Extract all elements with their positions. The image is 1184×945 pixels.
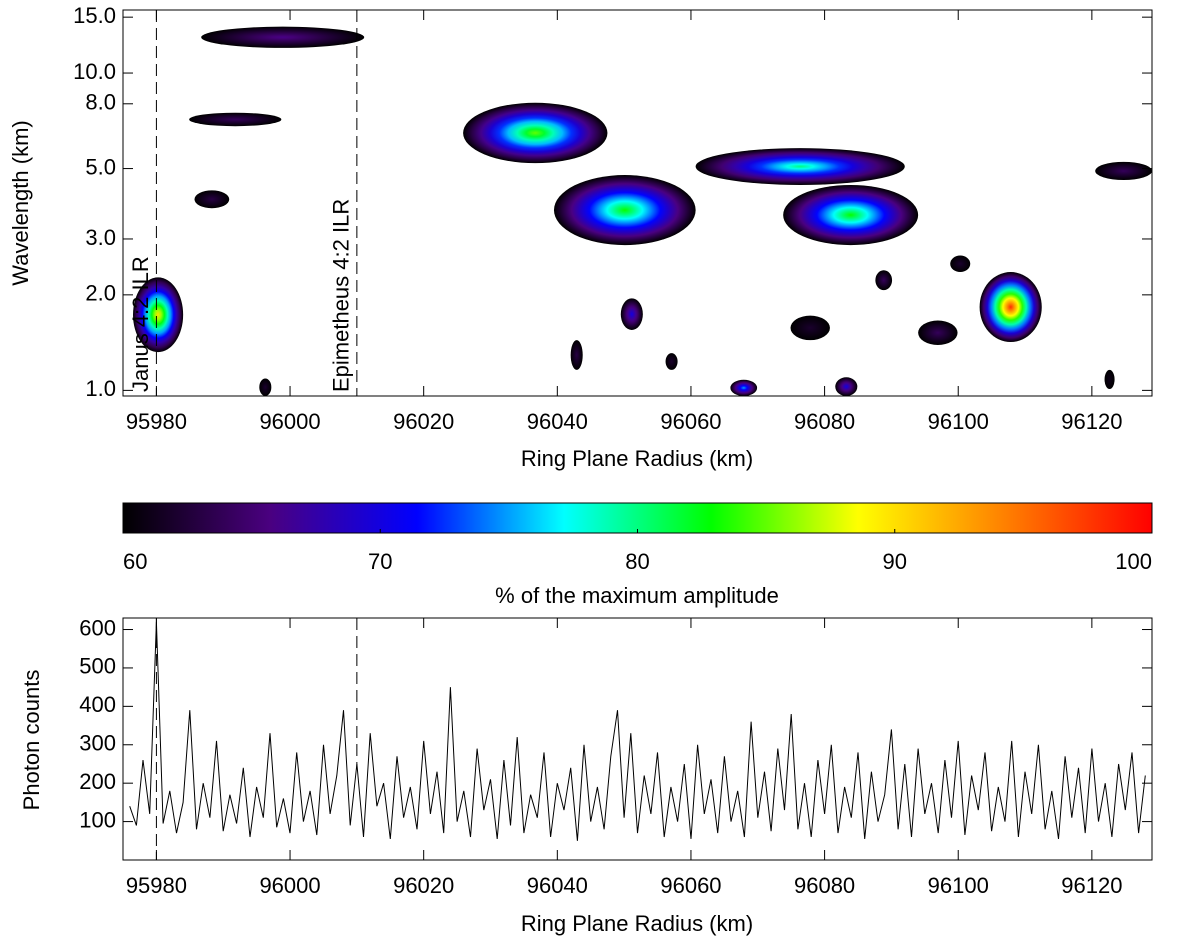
resonance-label: Epimetheus 4:2 ILR [329,199,354,392]
x-tick-label: 96080 [794,873,855,898]
amplitude-region [259,378,272,396]
y-tick-label: 2.0 [85,281,116,306]
y-tick-label: 100 [79,807,116,832]
amplitude-region [553,175,696,246]
amplitude-region [620,298,643,330]
colorbar-tick-label: 70 [368,549,392,574]
colorbar-tick-label: 60 [123,549,147,574]
colorbar [122,502,1153,534]
y-axis-title: Photon counts [19,670,44,811]
y-tick-label: 500 [79,654,116,679]
amplitude-region [950,255,971,273]
resonance-label: Janus 4:2 ILR [128,256,153,392]
amplitude-region [1104,369,1115,390]
colorbar-title: % of the maximum amplitude [495,583,779,608]
amplitude-region [194,190,230,209]
plot-frame [122,617,1153,861]
amplitude-region [695,148,905,185]
x-tick-label: 96040 [527,873,588,898]
x-tick-label: 96000 [259,873,320,898]
colorbar-tick-label: 90 [883,549,907,574]
x-tick-label: 96080 [794,409,855,434]
colorbar-tick-label: 100 [1115,549,1152,574]
y-tick-label: 3.0 [85,225,116,250]
colorbar-tick-label: 80 [625,549,649,574]
x-tick-label: 96100 [928,409,989,434]
amplitude-region [790,315,830,341]
x-tick-label: 96100 [928,873,989,898]
x-tick-label: 96020 [393,873,454,898]
x-tick-label: 96020 [393,409,454,434]
x-tick-label: 96040 [527,409,588,434]
y-tick-label: 1.0 [85,376,116,401]
x-tick-label: 95980 [126,409,187,434]
y-tick-label: 400 [79,692,116,717]
amplitude-region [875,270,893,291]
x-tick-label: 96060 [660,873,721,898]
plot-area [133,26,1152,396]
amplitude-region [665,353,678,370]
amplitude-region [201,26,365,48]
amplitude-region [189,112,282,127]
amplitude-region [133,277,184,353]
y-tick-label: 200 [79,769,116,794]
x-tick-label: 96120 [1061,409,1122,434]
y-tick-label: 10.0 [73,59,116,84]
y-tick-label: 600 [79,615,116,640]
y-tick-label: 8.0 [85,90,116,115]
x-axis-title: Ring Plane Radius (km) [521,911,753,936]
x-tick-label: 96060 [660,409,721,434]
amplitude-region [783,184,919,246]
amplitude-region [730,379,758,396]
y-tick-label: 15.0 [73,3,116,28]
count-line [129,621,1146,841]
amplitude-region [463,102,608,164]
y-tick-label: 300 [79,731,116,756]
amplitude-region [1095,161,1152,181]
y-tick-label: 5.0 [85,154,116,179]
amplitude-region [570,340,583,370]
x-tick-label: 96000 [259,409,320,434]
x-axis-title: Ring Plane Radius (km) [521,446,753,471]
amplitude-region [979,272,1042,343]
plot-area [129,618,1146,860]
x-tick-label: 95980 [126,873,187,898]
y-axis-title: Wavelength (km) [8,120,33,285]
x-tick-label: 96120 [1061,873,1122,898]
amplitude-region [918,320,958,345]
plot-frame [122,9,1153,397]
amplitude-region [835,377,858,396]
